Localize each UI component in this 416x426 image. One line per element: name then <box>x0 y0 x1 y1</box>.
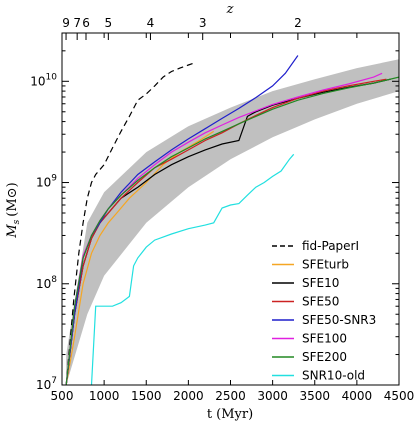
top-tick-label: 5 <box>105 16 113 30</box>
x-tick-label: 4500 <box>384 389 415 403</box>
top-tick-label: 9 <box>62 16 70 30</box>
x-axis-label: t (Myr) <box>207 407 253 422</box>
legend-label: SNR10-old <box>302 369 365 383</box>
top-axis-label: z <box>226 2 234 17</box>
top-tick-label: 3 <box>199 16 207 30</box>
series-line-snr10-old <box>90 153 295 385</box>
legend-label: SFE10 <box>302 276 339 290</box>
y-tick-label: 1010 <box>30 72 57 88</box>
uncertainty-band-layer <box>66 59 399 385</box>
top-tick-label: 2 <box>294 16 302 30</box>
series-line-sfe200 <box>65 76 399 385</box>
legend-label: SFEturb <box>302 258 349 272</box>
legend-label: fid-PaperI <box>302 239 359 253</box>
top-tick-label: 7 <box>73 16 81 30</box>
series-line-fid-paperi <box>65 62 193 385</box>
x-tick-label: 4000 <box>342 389 373 403</box>
x-tick-label: 3500 <box>299 389 330 403</box>
top-tick-label: 6 <box>82 16 90 30</box>
y-tick-label: 109 <box>36 174 57 190</box>
x-tick-label: 500 <box>51 389 74 403</box>
legend-label: SFE50-SNR3 <box>302 313 376 327</box>
x-axis: 500 1000 1500 2000 2500 3000 3500 4000 4500 <box>51 33 415 403</box>
y-axis-label: Ms(M⊙) <box>5 182 22 238</box>
x-tick-label: 2500 <box>215 389 246 403</box>
y-tick-label: 108 <box>36 275 57 291</box>
x-tick-label: 1500 <box>131 389 162 403</box>
legend-label: SFE200 <box>302 350 347 364</box>
x-tick-label: 3000 <box>257 389 288 403</box>
uncertainty-band <box>66 59 399 385</box>
legend-label: SFE100 <box>302 332 347 346</box>
series-layer <box>65 55 399 385</box>
legend: fid-PaperI SFEturb SFE10 SFE50 SFE50-SNR3 SFE… <box>272 239 376 383</box>
series-line-sfe50 <box>65 78 387 385</box>
y-tick-label: 107 <box>36 376 57 392</box>
top-tick-label: 4 <box>147 16 155 30</box>
legend-label: SFE50 <box>302 295 339 309</box>
x-tick-label: 1000 <box>89 389 120 403</box>
x-tick-label: 2000 <box>173 389 204 403</box>
y-axis: 107 108 109 1010 <box>30 32 399 392</box>
